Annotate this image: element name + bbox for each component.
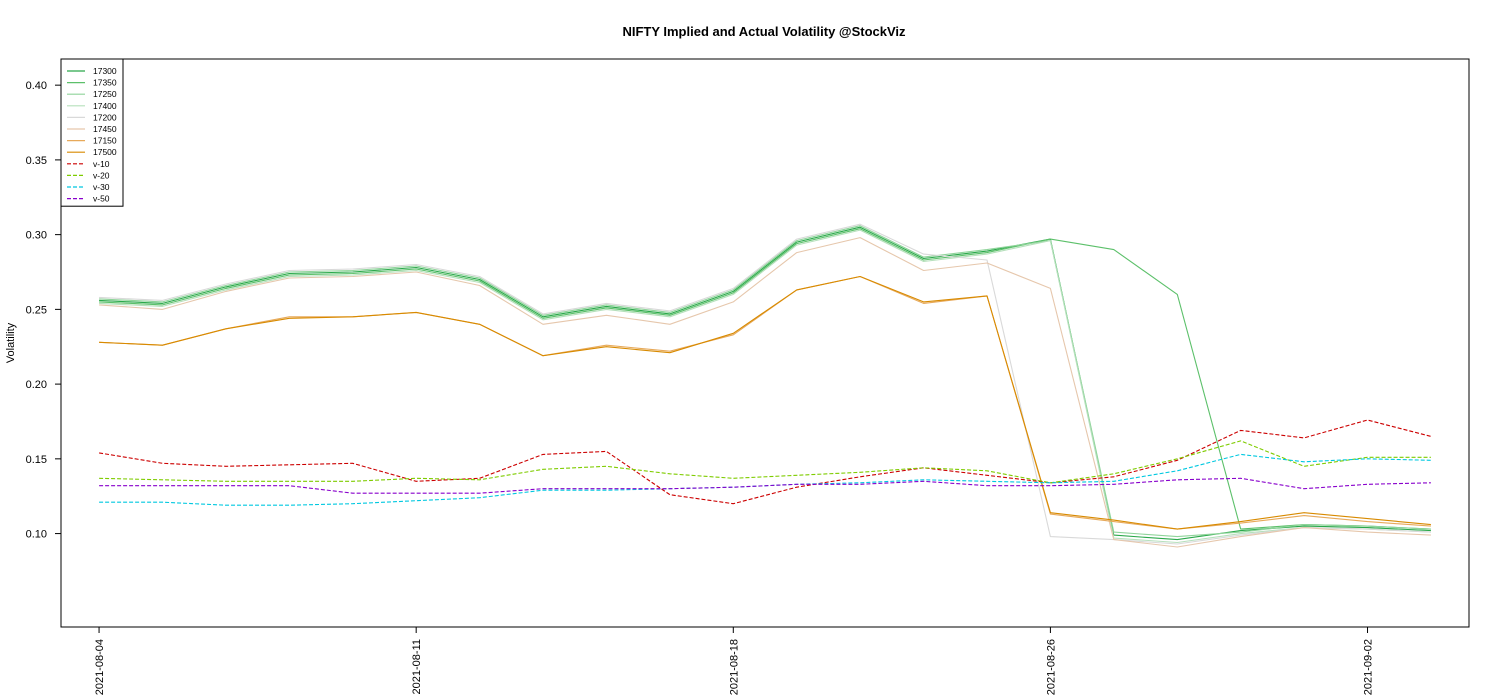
legend-label-17150: 17150 xyxy=(93,136,117,146)
chart-title: NIFTY Implied and Actual Volatility @Sto… xyxy=(622,24,906,39)
y-tick-label: 0.35 xyxy=(26,155,47,167)
series-line-17200 xyxy=(99,223,1431,545)
legend-label-v-20: v-20 xyxy=(93,170,110,180)
legend-label-v-30: v-30 xyxy=(93,182,110,192)
series-line-17450 xyxy=(99,237,1431,548)
legend-label-17350: 17350 xyxy=(93,78,117,88)
series-line-17150 xyxy=(99,275,1431,530)
y-tick-label: 0.25 xyxy=(26,304,47,316)
legend-label-v-50: v-50 xyxy=(93,194,110,204)
x-axis: 2021-08-04 2021-08-11 2021-08-18 2021-08-26… xyxy=(94,627,1375,695)
series-line-v-10 xyxy=(99,419,1432,505)
y-axis-label: Volatility xyxy=(5,322,17,363)
legend-label-17450: 17450 xyxy=(93,124,117,134)
y-tick-label: 0.40 xyxy=(26,80,47,92)
y-tick-label: 0.10 xyxy=(26,529,47,541)
x-tick-label: 2021-08-11 xyxy=(411,639,423,694)
series-line-17400 xyxy=(99,229,1431,544)
series-line-v-50 xyxy=(99,477,1431,494)
plot-area xyxy=(60,58,1470,628)
series-line-17300 xyxy=(99,226,1431,541)
x-tick-label: 2021-08-04 xyxy=(94,639,106,695)
x-tick-label: 2021-09-02 xyxy=(1363,639,1375,695)
legend-label-17300: 17300 xyxy=(93,66,117,76)
series-line-v-30 xyxy=(99,453,1431,506)
legend-label-17400: 17400 xyxy=(93,101,117,111)
y-tick-label: 0.30 xyxy=(26,230,47,242)
y-tick-label: 0.15 xyxy=(26,454,47,466)
x-tick-label: 2021-08-18 xyxy=(728,639,740,695)
y-axis: 0.10 0.15 0.20 0.25 0.30 0.35 0.40 xyxy=(26,80,61,541)
legend-label-17500: 17500 xyxy=(93,147,117,157)
legend-box xyxy=(60,58,124,207)
series-line-17250 xyxy=(99,225,1431,538)
legend-label-17200: 17200 xyxy=(93,112,117,122)
x-tick-label: 2021-08-26 xyxy=(1045,639,1057,695)
series-line-17350 xyxy=(99,228,1431,530)
series-line-17500 xyxy=(99,275,1431,530)
series-lines xyxy=(99,223,1432,548)
legend-label-v-10: v-10 xyxy=(93,159,110,169)
legend-label-17250: 17250 xyxy=(93,89,117,99)
y-tick-label: 0.20 xyxy=(26,379,47,391)
series-line-v-20 xyxy=(99,440,1431,484)
